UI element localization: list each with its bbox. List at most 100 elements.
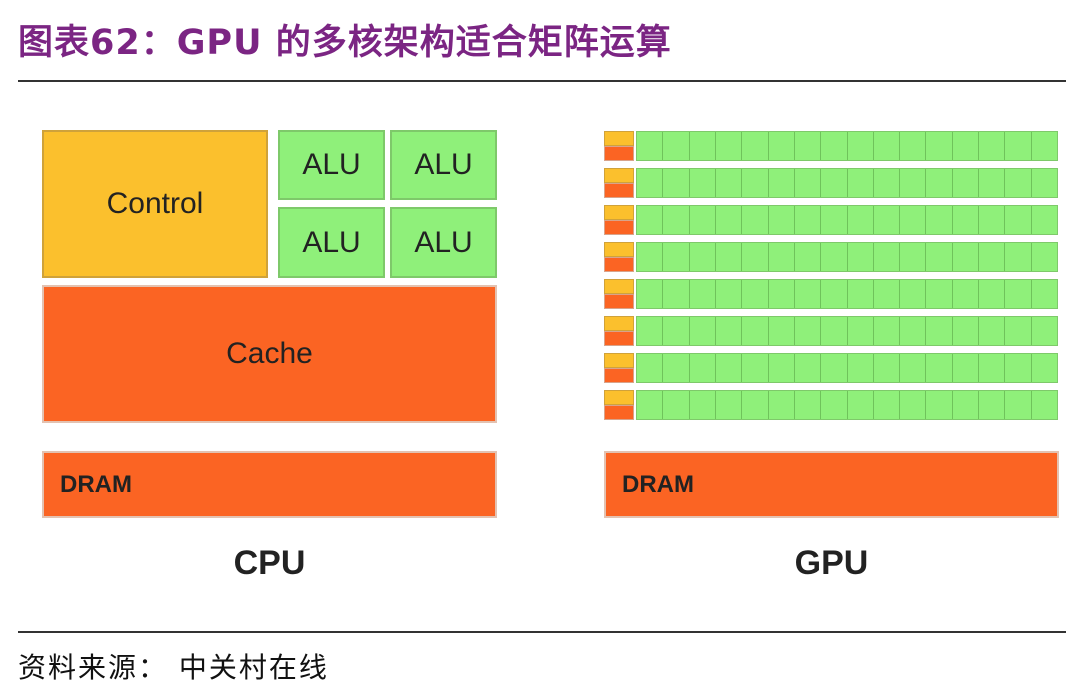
gpu-alu-cell: [663, 169, 690, 197]
gpu-alu-cell: [715, 280, 743, 308]
gpu-alu-cell: [663, 354, 690, 382]
gpu-alu-cell: [979, 132, 1006, 160]
gpu-core-row: [604, 390, 1058, 420]
gpu-alu-cell: [873, 206, 901, 234]
gpu-alu-strip: [636, 168, 1058, 198]
gpu-control-unit: [604, 316, 634, 331]
cpu-dram-block: DRAM: [42, 451, 497, 518]
gpu-core-row: [604, 353, 1058, 383]
gpu-alu-cell: [637, 243, 664, 271]
gpu-alu-cell: [952, 354, 980, 382]
gpu-alu-cell: [1005, 391, 1032, 419]
cpu-control-block: Control: [42, 130, 268, 278]
gpu-alu-cell: [873, 280, 901, 308]
gpu-alu-cell: [952, 391, 980, 419]
gpu-alu-cell: [847, 391, 874, 419]
gpu-alu-cell: [715, 391, 743, 419]
gpu-control-unit: [604, 131, 634, 146]
top-divider: [18, 80, 1066, 82]
gpu-alu-cell: [847, 206, 874, 234]
gpu-alu-cell: [742, 317, 769, 345]
gpu-alu-cell: [768, 206, 795, 234]
gpu-alu-cell: [742, 169, 769, 197]
gpu-alu-cell: [715, 354, 743, 382]
cpu-cache-block: Cache: [42, 285, 497, 423]
gpu-alu-cell: [663, 243, 690, 271]
gpu-alu-cell: [637, 169, 664, 197]
gpu-alu-cell: [900, 317, 927, 345]
gpu-alu-cell: [900, 132, 927, 160]
bottom-divider: [18, 631, 1066, 633]
gpu-alu-cell: [768, 317, 795, 345]
gpu-alu-cell: [689, 317, 716, 345]
gpu-alu-cell: [847, 169, 874, 197]
gpu-alu-cell: [637, 391, 664, 419]
gpu-alu-cell: [689, 206, 716, 234]
gpu-core-row: [604, 279, 1058, 309]
gpu-alu-cell: [637, 206, 664, 234]
gpu-alu-cell: [1005, 206, 1032, 234]
gpu-alu-cell: [821, 206, 848, 234]
gpu-control-unit: [604, 242, 634, 257]
gpu-alu-cell: [979, 206, 1006, 234]
gpu-alu-cell: [979, 391, 1006, 419]
gpu-alu-strip: [636, 242, 1058, 272]
gpu-alu-cell: [768, 391, 795, 419]
gpu-alu-cell: [663, 280, 690, 308]
gpu-alu-cell: [847, 280, 874, 308]
gpu-alu-cell: [873, 243, 901, 271]
gpu-alu-cell: [663, 206, 690, 234]
gpu-cache-unit: [604, 368, 634, 383]
cpu-alu-block: ALU: [278, 130, 385, 200]
gpu-alu-cell: [742, 280, 769, 308]
gpu-alu-cell: [1031, 169, 1057, 197]
gpu-alu-cell: [821, 317, 848, 345]
gpu-alu-cell: [637, 280, 664, 308]
gpu-alu-cell: [979, 354, 1006, 382]
gpu-alu-cell: [1005, 354, 1032, 382]
gpu-alu-cell: [1031, 243, 1057, 271]
cpu-alu-block: ALU: [390, 207, 497, 278]
gpu-alu-cell: [1005, 132, 1032, 160]
gpu-dram-block: DRAM: [604, 451, 1059, 518]
gpu-alu-cell: [926, 391, 953, 419]
gpu-alu-cell: [900, 280, 927, 308]
gpu-alu-cell: [1031, 280, 1057, 308]
gpu-alu-cell: [715, 169, 743, 197]
gpu-alu-cell: [926, 169, 953, 197]
gpu-alu-cell: [794, 317, 822, 345]
gpu-alu-cell: [952, 206, 980, 234]
gpu-alu-cell: [847, 243, 874, 271]
gpu-alu-cell: [1005, 243, 1032, 271]
gpu-alu-cell: [794, 169, 822, 197]
gpu-label: GPU: [794, 544, 869, 582]
gpu-alu-cell: [979, 243, 1006, 271]
gpu-alu-cell: [663, 317, 690, 345]
gpu-alu-cell: [715, 132, 743, 160]
gpu-alu-cell: [952, 280, 980, 308]
gpu-alu-cell: [821, 169, 848, 197]
gpu-alu-cell: [952, 243, 980, 271]
gpu-alu-cell: [821, 132, 848, 160]
gpu-alu-cell: [768, 132, 795, 160]
gpu-alu-cell: [794, 206, 822, 234]
gpu-cache-unit: [604, 220, 634, 235]
gpu-alu-cell: [900, 391, 927, 419]
gpu-alu-cell: [794, 280, 822, 308]
gpu-alu-cell: [900, 169, 927, 197]
gpu-alu-cell: [742, 354, 769, 382]
gpu-alu-cell: [1031, 132, 1057, 160]
gpu-alu-cell: [847, 317, 874, 345]
gpu-alu-cell: [742, 243, 769, 271]
gpu-alu-cell: [637, 354, 664, 382]
gpu-alu-cell: [873, 391, 901, 419]
gpu-alu-cell: [926, 132, 953, 160]
gpu-alu-cell: [689, 132, 716, 160]
gpu-alu-cell: [794, 354, 822, 382]
gpu-alu-cell: [979, 317, 1006, 345]
cpu-label: CPU: [233, 544, 306, 582]
cpu-alu-block: ALU: [390, 130, 497, 200]
gpu-alu-cell: [689, 354, 716, 382]
gpu-alu-cell: [637, 132, 664, 160]
gpu-control-unit: [604, 205, 634, 220]
